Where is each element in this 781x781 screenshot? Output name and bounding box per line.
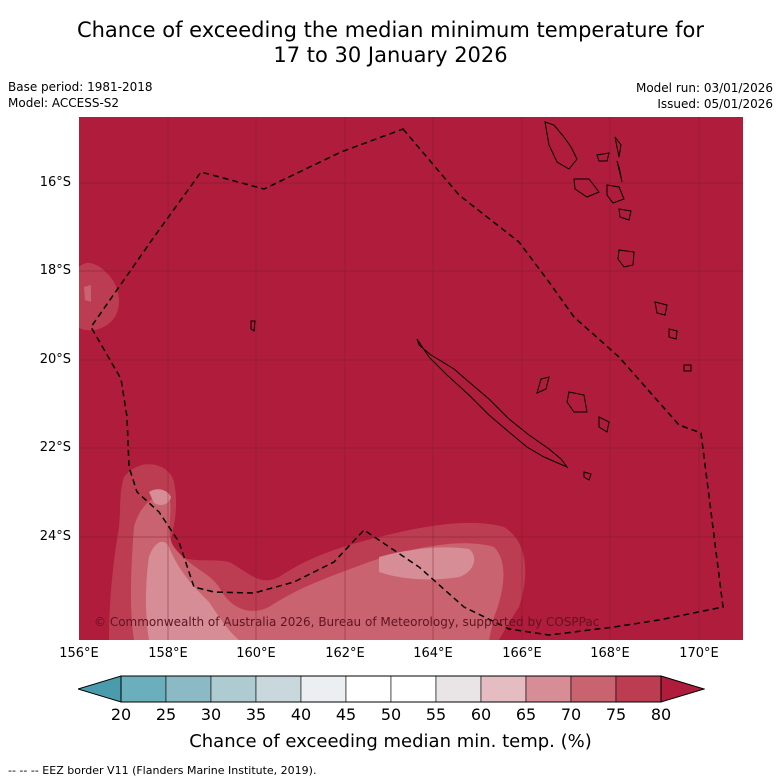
lighter-area-south-mid (130, 496, 504, 640)
colorbar-cell (210, 675, 257, 703)
coastlines (250, 121, 692, 481)
lon-label-160e: 160°E (236, 646, 276, 661)
colorbar-label-30: 30 (200, 705, 222, 724)
colorbar-label-35: 35 (245, 705, 267, 724)
map-panel: © Commonwealth of Australia 2026, Bureau… (79, 117, 743, 640)
mare (598, 416, 610, 433)
colorbar-cell (525, 675, 572, 703)
lighter-area-south-inner-a (146, 541, 239, 640)
colorbar-cell (390, 675, 437, 703)
lat-label-20s: 20°S (39, 352, 71, 367)
colorbar-label-20: 20 (110, 705, 132, 724)
colorbar-cell (480, 675, 527, 703)
eez-border (90, 128, 724, 636)
lon-label-168e: 168°E (590, 646, 630, 661)
map-svg: © Commonwealth of Australia 2026, Bureau… (79, 117, 743, 640)
lat-label-24s: 24°S (39, 529, 71, 544)
lon-label-164e: 164°E (413, 646, 453, 661)
colorbar-cell (435, 675, 482, 703)
ambrym (606, 184, 625, 204)
colorbar-label-40: 40 (290, 705, 312, 724)
maewo (614, 136, 622, 158)
graticule (79, 117, 743, 640)
new-caledonia (416, 338, 569, 469)
colorbar-high-extension (660, 675, 705, 703)
colorbar-cell (255, 675, 302, 703)
map-title: Chance of exceeding the median minimum t… (0, 18, 781, 68)
lat-label-18s: 18°S (39, 263, 71, 278)
colorbar-label-45: 45 (335, 705, 357, 724)
title-line-2: 17 to 30 January 2026 (273, 43, 508, 67)
efate (617, 249, 635, 268)
colorbar-label-55: 55 (425, 705, 447, 724)
lat-label-22s: 22°S (39, 440, 71, 455)
colorbar-label-65: 65 (515, 705, 537, 724)
colorbar-cells (120, 675, 662, 703)
model-name: Model: ACCESS-S2 (8, 96, 120, 110)
lon-label-162e: 162°E (325, 646, 365, 661)
colorbar-frame (120, 675, 662, 703)
colorbar-label-50: 50 (380, 705, 402, 724)
colorbar-cell (165, 675, 212, 703)
lon-label-170e: 170°E (679, 646, 719, 661)
ambae (596, 152, 610, 162)
malakula (573, 178, 600, 198)
colorbar-low-extension (78, 675, 122, 703)
lon-label-166e: 166°E (502, 646, 542, 661)
lon-label-158e: 158°E (148, 646, 188, 661)
colorbar-cell (300, 675, 347, 703)
lighter-area-south-inner-c (149, 489, 171, 505)
colorbar-title: Chance of exceeding median min. temp. (%… (189, 731, 592, 752)
erromango (654, 301, 668, 316)
colorbar-label-80: 80 (650, 705, 672, 724)
base-period: Base period: 1981-2018 (8, 80, 153, 94)
colorbar (78, 675, 705, 703)
colorbar-cell (615, 675, 662, 703)
meta-left: Base period: 1981-2018 Model: ACCESS-S2 (8, 79, 153, 111)
lighter-area-west (79, 262, 119, 331)
tanna (668, 328, 678, 340)
lat-label-16s: 16°S (39, 175, 71, 190)
pentecost (616, 160, 623, 183)
colorbar-cell (345, 675, 392, 703)
chesterfield-reef (250, 320, 256, 332)
eez-footnote: -- -- -- EEZ border V11 (Flanders Marine… (8, 764, 317, 777)
meta-right: Model run: 03/01/2026 Issued: 05/01/2026 (636, 80, 773, 112)
colorbar-label-60: 60 (470, 705, 492, 724)
isle-of-pines (583, 471, 592, 481)
ouvea (536, 376, 550, 394)
lon-label-156e: 156°E (59, 646, 99, 661)
colorbar-cell (120, 675, 167, 703)
lifou (566, 391, 588, 413)
colorbar-label-25: 25 (155, 705, 177, 724)
colorbar-cell (570, 675, 617, 703)
issued-date: Issued: 05/01/2026 (657, 97, 773, 111)
matthew-island (683, 364, 692, 372)
espiritu-santo (544, 121, 578, 170)
title-line-1: Chance of exceeding the median minimum t… (76, 18, 705, 42)
colorbar-label-70: 70 (560, 705, 582, 724)
epi (618, 208, 632, 221)
colorbar-label-75: 75 (605, 705, 627, 724)
model-run: Model run: 03/01/2026 (635, 81, 773, 95)
copyright-text: © Commonwealth of Australia 2026, Bureau… (94, 615, 599, 629)
lighter-area-west-core (84, 285, 91, 302)
